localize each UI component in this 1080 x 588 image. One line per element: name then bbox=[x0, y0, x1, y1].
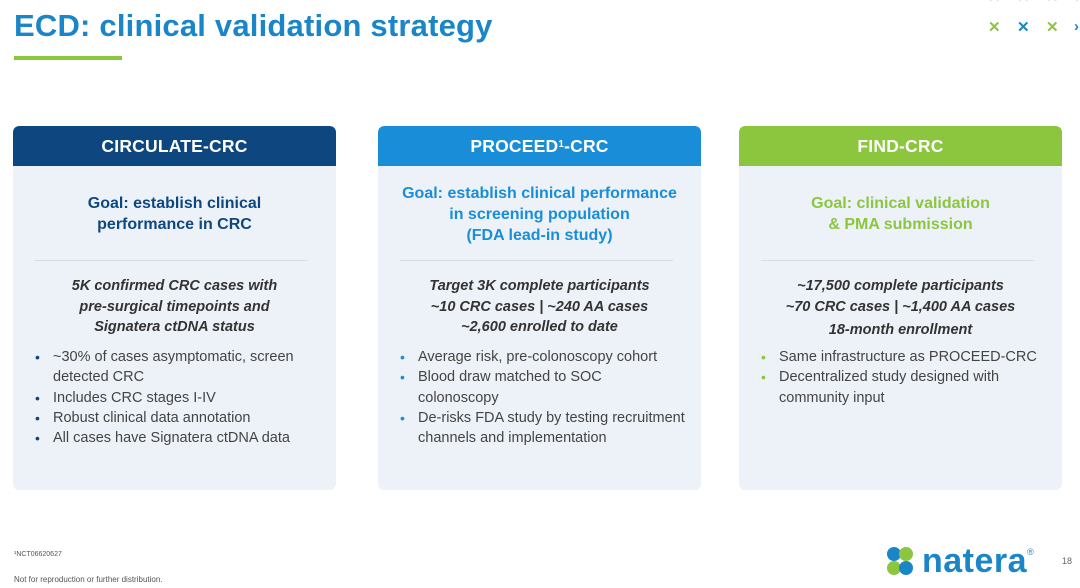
list-item: • Average risk, pre-colonoscopy cohort bbox=[400, 347, 685, 367]
card-header: PROCEED 1 -CRC bbox=[378, 126, 701, 166]
card-goal: Goal: establish clinical performance in … bbox=[388, 183, 691, 246]
card-header: CIRCULATE-CRC bbox=[13, 126, 336, 166]
cross-icon: ✕ bbox=[988, 19, 1001, 36]
summary-line: Target 3K complete participants bbox=[429, 278, 650, 294]
list-item: • ~30% of cases asymptomatic, screen dete… bbox=[35, 347, 320, 388]
list-item: • Same infrastructure as PROCEED-CRC bbox=[761, 347, 1046, 367]
summary-line: ~2,600 enrolled to date bbox=[461, 319, 618, 335]
bullet-dot-icon: • bbox=[35, 349, 40, 365]
goal-line: & PMA submission bbox=[828, 216, 973, 233]
card-proceed-crc: PROCEED 1 -CRC Goal: establish clinical pe… bbox=[378, 126, 701, 490]
header-text: PROCEED bbox=[470, 135, 559, 156]
bullet-dot-icon: • bbox=[35, 389, 40, 406]
card-summary: 5K confirmed CRC cases with pre-surgical… bbox=[23, 276, 326, 338]
divider bbox=[400, 260, 673, 261]
goal-line: Goal: clinical validation bbox=[811, 195, 990, 212]
bullet-list: • Average risk, pre-colonoscopy cohort • B… bbox=[400, 347, 685, 448]
bullet-text: ~30% of cases asymptomatic, screen detec… bbox=[53, 349, 294, 386]
bullet-text: Includes CRC stages I-IV bbox=[53, 389, 216, 406]
bullet-dot-icon: • bbox=[35, 430, 40, 447]
disclaimer: Not for reproduction or further distribu… bbox=[14, 575, 163, 584]
list-item: • De-risks FDA study by testing recruitme… bbox=[400, 408, 685, 449]
cross-icon: ✕ bbox=[1074, 0, 1080, 2]
card-summary: Target 3K complete participants ~10 CRC … bbox=[388, 276, 691, 338]
bullet-list: • Same infrastructure as PROCEED-CRC • Dec… bbox=[761, 347, 1046, 408]
cross-icon: ✕ bbox=[988, 0, 1001, 2]
bullet-dot-icon: • bbox=[761, 349, 766, 365]
divider bbox=[761, 260, 1034, 261]
title-underline bbox=[14, 56, 122, 60]
card-find-crc: FIND-CRC Goal: clinical validation & PMA… bbox=[739, 126, 1062, 490]
cross-icon: ✕ bbox=[1017, 19, 1030, 36]
goal-line: Goal: establish clinical bbox=[87, 195, 262, 212]
list-item: • Includes CRC stages I-IV bbox=[35, 388, 320, 408]
bullet-dot-icon: • bbox=[761, 369, 766, 386]
divider bbox=[35, 260, 308, 261]
bullet-text: De-risks FDA study by testing recruitmen… bbox=[418, 409, 685, 447]
registered-mark: ® bbox=[1027, 547, 1034, 557]
goal-line: Goal: establish clinical performance bbox=[402, 185, 677, 202]
cross-icon: ✕ bbox=[1046, 0, 1059, 2]
summary-line: ~70 CRC cases | ~1,400 AA cases bbox=[785, 298, 1016, 315]
cross-icon: ✕ bbox=[1017, 0, 1030, 2]
decorative-crosses-top: ✕ ✕ ✕ ✕ bbox=[985, 0, 1080, 2]
footnote-marker: 1 bbox=[558, 138, 565, 150]
goal-line: in screening population bbox=[449, 206, 630, 223]
bullet-text: Same infrastructure as PROCEED-CRC bbox=[779, 349, 1037, 365]
summary-line: pre-surgical timepoints and bbox=[79, 298, 270, 315]
bullet-text: All cases have Signatera ctDNA data bbox=[53, 430, 290, 447]
list-item: • Blood draw matched to SOC colonoscopy bbox=[400, 367, 685, 408]
card-summary: ~17,500 complete participants ~70 CRC ca… bbox=[749, 276, 1052, 341]
goal-line: (FDA lead-in study) bbox=[466, 227, 613, 244]
summary-line: ~17,500 complete participants bbox=[797, 278, 1004, 294]
bullet-text: Blood draw matched to SOC colonoscopy bbox=[418, 369, 602, 406]
cross-icon: › bbox=[1074, 18, 1079, 35]
summary-line: 18-month enrollment bbox=[828, 322, 973, 338]
bullet-text: Robust clinical data annotation bbox=[53, 409, 251, 426]
bullet-dot-icon: • bbox=[400, 369, 405, 386]
slide-title: ECD: clinical validation strategy bbox=[14, 8, 493, 43]
card-circulate-crc: CIRCULATE-CRC Goal: establish clinical p… bbox=[13, 126, 336, 490]
bullet-dot-icon: • bbox=[400, 349, 405, 365]
footnote: ¹NCT06620627 bbox=[14, 551, 62, 558]
list-item: • Decentralized study designed with commu… bbox=[761, 367, 1046, 408]
page-number: 18 bbox=[1062, 556, 1073, 566]
bullet-dot-icon: • bbox=[400, 409, 405, 426]
summary-line: 5K confirmed CRC cases with bbox=[71, 278, 278, 294]
header-text: -CRC bbox=[564, 135, 609, 156]
bullet-text: Decentralized study designed with commun… bbox=[779, 369, 1000, 406]
bullet-list: • ~30% of cases asymptomatic, screen dete… bbox=[35, 347, 320, 448]
card-goal: Goal: clinical validation & PMA submissi… bbox=[749, 193, 1052, 235]
bullet-dot-icon: • bbox=[35, 409, 40, 426]
bullet-text: Average risk, pre-colonoscopy cohort bbox=[418, 349, 658, 365]
cross-icon: ✕ bbox=[1046, 19, 1059, 36]
summary-line: ~10 CRC cases | ~240 AA cases bbox=[430, 298, 649, 315]
list-item: • Robust clinical data annotation bbox=[35, 408, 320, 428]
card-goal: Goal: establish clinical performance in … bbox=[23, 193, 326, 235]
summary-line: Signatera ctDNA status bbox=[94, 319, 255, 335]
card-header: FIND-CRC bbox=[739, 126, 1062, 166]
decorative-crosses: ✕ ✕ ✕ › bbox=[985, 18, 1080, 38]
logo-text: natera bbox=[922, 542, 1028, 580]
natera-logo: natera ® bbox=[884, 543, 1034, 579]
goal-line: performance in CRC bbox=[97, 216, 252, 233]
logo-mark-icon bbox=[887, 547, 913, 575]
list-item: • All cases have Signatera ctDNA data bbox=[35, 428, 320, 448]
